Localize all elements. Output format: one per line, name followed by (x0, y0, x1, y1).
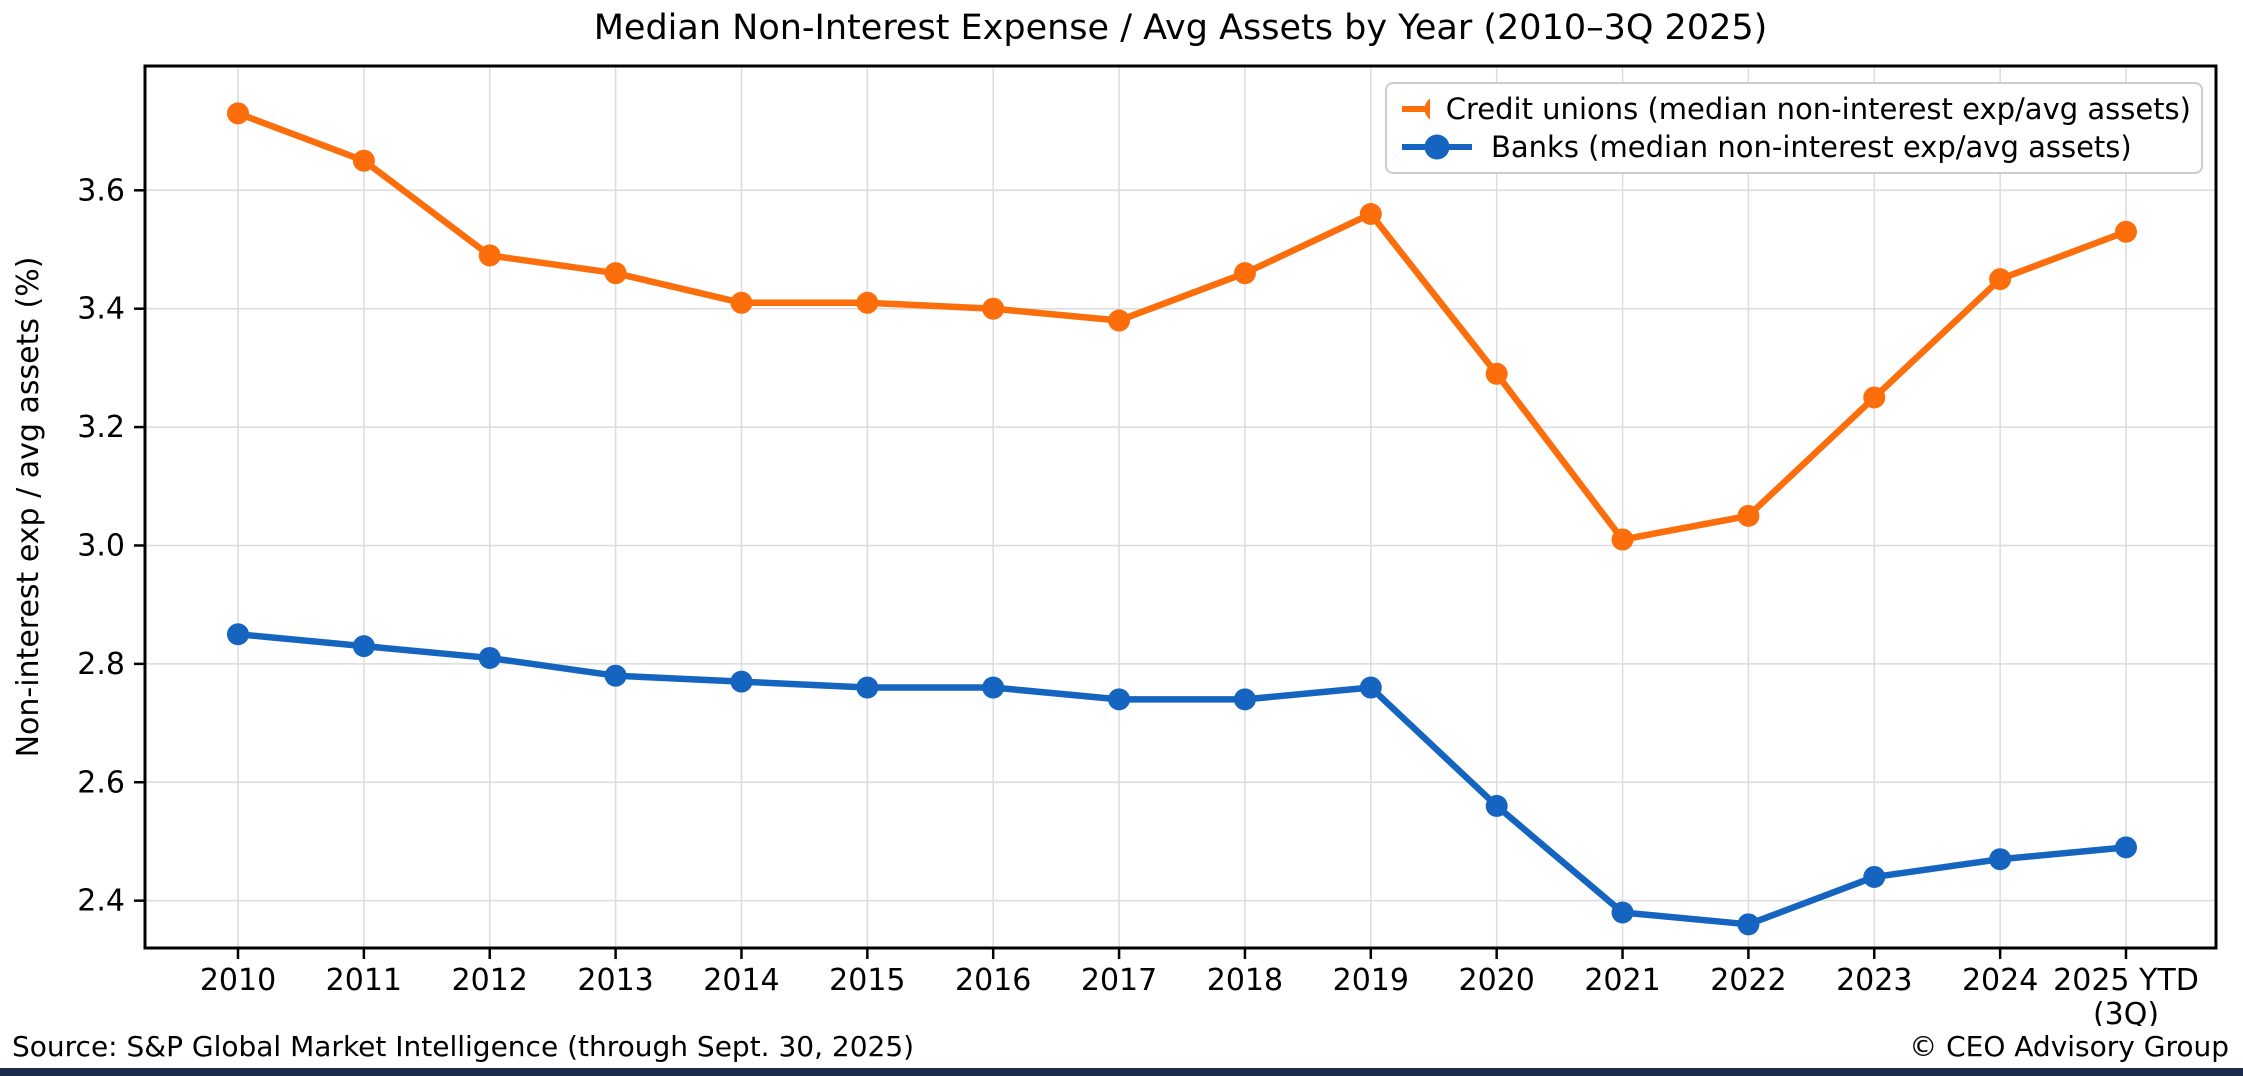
data-point-marker (1359, 676, 1382, 699)
data-point-marker (1611, 528, 1634, 551)
y-tick-label: 3.6 (77, 173, 125, 208)
data-point-marker (1737, 504, 1760, 527)
x-tick-label: 2021 (1584, 963, 1660, 998)
series-banks (227, 623, 2137, 936)
x-tick-label: 2011 (326, 963, 402, 998)
axis-tick-labels: 2.4 2.6 2.8 3.0 3.2 3.4 3.6 2010 2011 2012 2013 201… (77, 173, 2199, 1032)
legend-label-banks: Banks (median non-interest exp/avg asset… (1491, 130, 2132, 164)
x-tick-label: 2020 (1458, 963, 1534, 998)
data-point-marker (856, 676, 879, 699)
data-series (227, 102, 2137, 936)
x-tick-label: 2018 (1207, 963, 1283, 998)
legend: Credit unions (median non-interest exp/a… (1385, 82, 2203, 174)
x-tick-label: 2010 (200, 963, 276, 998)
y-axis-label: Non-interest exp / avg assets (%) (11, 257, 46, 758)
data-point-marker (1485, 794, 1508, 817)
x-tick-label: 2015 (829, 963, 905, 998)
y-tick-label: 3.0 (77, 528, 125, 563)
legend-entry-banks: Banks (median non-interest exp/avg asset… (1399, 130, 2191, 164)
series-credit-unions (227, 102, 2137, 551)
data-point-marker (1863, 865, 1886, 888)
x-tick-label: 2014 (703, 963, 779, 998)
footer-accent-bar (0, 1068, 2243, 1076)
series-line (234, 631, 2130, 928)
gridlines (145, 66, 2216, 948)
series-line (234, 110, 2130, 543)
data-point-marker (1611, 901, 1634, 924)
data-point-marker (1989, 268, 2012, 291)
x-tick-label: 2023 (1836, 963, 1912, 998)
data-point-marker (1108, 309, 1131, 332)
credit-unions-marker-icon (1402, 98, 1430, 120)
source-note: Source: S&P Global Market Intelligence (… (12, 1029, 915, 1063)
data-point-marker (982, 297, 1005, 320)
x-tick-label: 2022 (1710, 963, 1786, 998)
data-point-marker (478, 244, 501, 267)
data-point-marker (1485, 362, 1508, 385)
data-point-marker (227, 623, 249, 646)
x-tick-label: 2012 (452, 963, 528, 998)
line-chart-plot: Non-interest exp / avg assets (%) 2.4 2.6… (11, 64, 2218, 1032)
axis-ticks (134, 189, 2128, 959)
chart-title: Median Non-Interest Expense / Avg Assets… (593, 8, 1768, 48)
data-point-marker (1233, 262, 1256, 285)
data-point-marker (1233, 688, 1256, 711)
data-point-marker (1863, 386, 1886, 409)
data-point-marker (856, 291, 879, 314)
data-point-marker (352, 149, 375, 172)
y-tick-label: 2.4 (77, 884, 125, 919)
data-point-marker (982, 676, 1005, 699)
legend-label-credit-unions: Credit unions (median non-interest exp/a… (1445, 92, 2191, 126)
data-point-marker (2115, 836, 2137, 859)
copyright-note: © CEO Advisory Group (1909, 1029, 2229, 1063)
data-point-marker (1108, 688, 1131, 711)
x-tick-label: 2019 (1333, 963, 1409, 998)
footer: Source: S&P Global Market Intelligence (… (0, 1024, 2243, 1068)
y-tick-label: 2.6 (77, 765, 125, 800)
y-tick-label: 3.4 (77, 292, 125, 327)
data-point-marker (730, 670, 753, 693)
x-tick-label: 2016 (955, 963, 1031, 998)
data-point-marker (352, 635, 375, 658)
data-point-marker (604, 664, 627, 687)
y-tick-label: 2.8 (77, 647, 125, 682)
x-tick-label: 2017 (1081, 963, 1157, 998)
data-point-marker (1989, 848, 2012, 871)
data-point-marker (1737, 913, 1760, 936)
banks-marker-icon (1402, 134, 1472, 160)
data-point-marker (478, 646, 501, 669)
plot-border (143, 64, 2218, 950)
x-tick-label: 2024 (1962, 963, 2038, 998)
data-point-marker (604, 262, 627, 285)
data-point-marker (1359, 202, 1382, 225)
data-point-marker (730, 291, 753, 314)
x-tick-label: 2013 (577, 963, 653, 998)
data-point-marker (2115, 220, 2137, 243)
legend-entry-credit-unions: Credit unions (median non-interest exp/a… (1399, 92, 2191, 126)
x-tick-label: 2025 YTD (3Q) (2053, 963, 2199, 1026)
data-point-marker (227, 102, 249, 125)
y-tick-label: 3.2 (77, 410, 125, 445)
